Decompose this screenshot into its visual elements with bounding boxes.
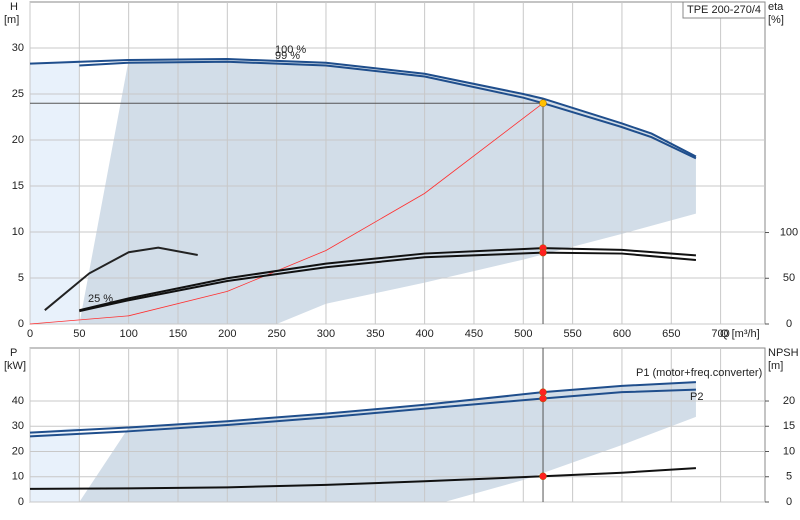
x-tick-label: 450 [465,328,483,340]
series-line [29,388,696,438]
x-tick-label: 300 [317,328,335,340]
y2-tick-label: 0 [786,496,792,508]
series-label: P1 (motor+freq.converter) [636,367,762,379]
y-tick-label: 20 [12,134,24,146]
x-tick-label: 350 [366,328,384,340]
y-axis-label: H [10,1,18,13]
y-tick-label: 10 [12,226,24,238]
model-label: TPE 200-270/4 [687,4,761,16]
series-label: 25 % [88,293,113,305]
x-tick-label: 400 [415,328,433,340]
x-tick-label: 0 [27,328,33,340]
series-label: 100 % [275,44,306,56]
low-flow-area [30,59,80,325]
x-tick-label: 700 [711,328,729,340]
y-tick-label: 0 [18,496,24,508]
series-line [44,246,198,311]
x-tick-label: 200 [218,328,236,340]
x-tick-label: 150 [169,328,187,340]
series-line [79,247,697,312]
y2-tick-label: 50 [783,272,795,284]
duty-point [539,394,547,403]
y-tick-label: 10 [12,471,24,483]
series-line [79,251,697,313]
duty-point [539,248,547,257]
y-tick-label: 30 [12,42,24,54]
operating-range [79,382,696,502]
y-tick-label: 30 [12,420,24,432]
y-tick-label: 20 [12,445,24,457]
y-tick-label: 25 [12,88,24,100]
y2-tick-label: 10 [783,445,795,457]
x-tick-label: 550 [563,328,581,340]
operating-range [79,59,696,324]
y2-axis-label: eta [768,1,784,13]
series-line [79,60,697,160]
duty-point [539,388,547,396]
y-axis-unit: [m] [4,14,19,26]
x-axis-label: Q [m³/h] [720,328,760,340]
model-box [682,1,766,19]
y-axis-label: P [10,347,17,359]
y-axis-unit: [kW] [4,360,26,372]
y2-tick-label: 0 [786,318,792,330]
y2-tick-label: 5 [786,471,792,483]
series-line [29,58,697,158]
x-tick-label: 50 [73,328,85,340]
duty-point [539,99,547,107]
y-tick-label: 15 [12,180,24,192]
y2-tick-label: 20 [783,395,795,407]
low-flow-area [30,427,80,502]
y2-tick-label: 100 [780,226,798,238]
y2-axis-label: NPSH [768,347,799,359]
x-tick-label: 500 [514,328,532,340]
series-line [29,467,697,490]
x-tick-label: 250 [267,328,285,340]
y2-axis-unit: [m] [768,360,783,372]
y2-axis-unit: [%] [768,14,784,26]
x-tick-label: 650 [662,328,680,340]
x-tick-label: 100 [119,328,137,340]
series-label: 99 % [275,50,300,62]
y2-tick-label: 15 [783,420,795,432]
x-tick-label: 600 [613,328,631,340]
y-tick-label: 40 [12,395,24,407]
duty-point [539,472,547,480]
y-tick-label: 0 [18,318,24,330]
y-tick-label: 5 [18,272,24,284]
series-line [29,381,696,434]
series-label: P2 [690,391,703,403]
